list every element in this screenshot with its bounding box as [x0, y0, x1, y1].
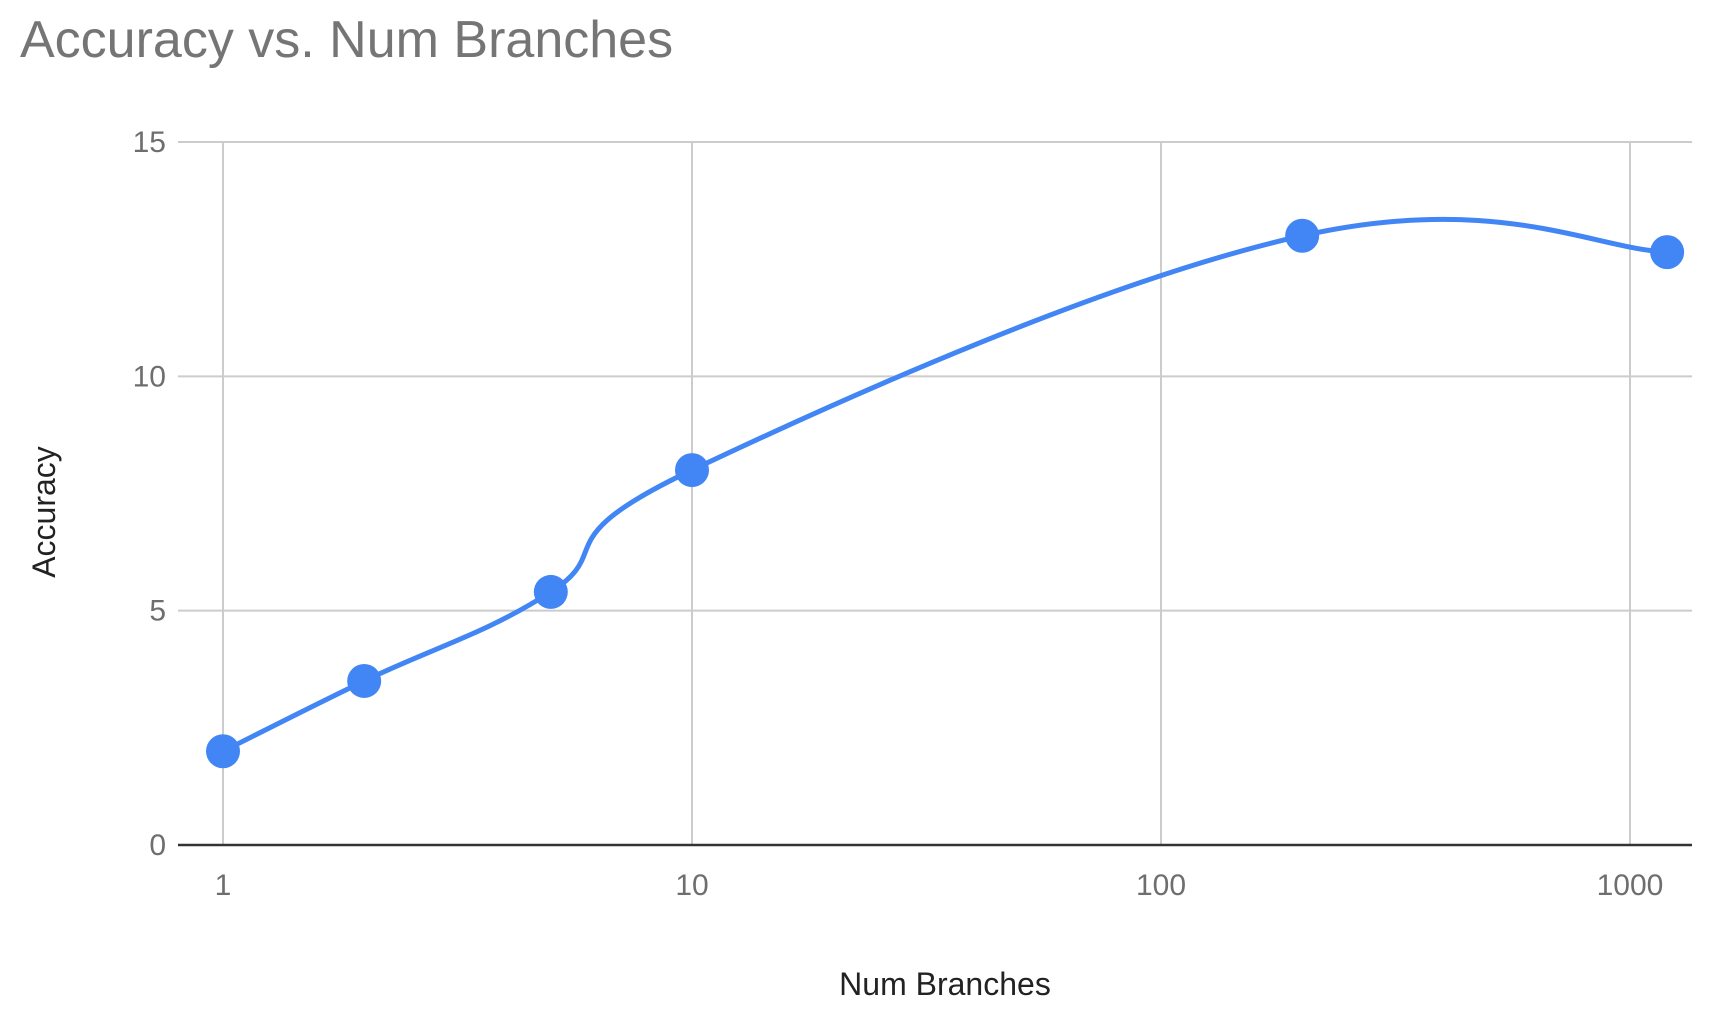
y-tick-labels: 0 5 10 15 [133, 126, 166, 862]
x-tick-labels: 1 10 100 1000 [215, 869, 1664, 902]
data-point [1285, 218, 1320, 253]
y-tick-label: 0 [149, 829, 166, 862]
data-point [1650, 235, 1685, 270]
x-tick-label: 1 [215, 869, 232, 902]
x-tick-label: 1000 [1597, 869, 1664, 902]
y-tick-label: 10 [133, 360, 166, 393]
x-axis-title: Num Branches [839, 966, 1051, 1002]
x-tick-label: 10 [675, 869, 708, 902]
x-tick-label: 100 [1136, 869, 1186, 902]
series-line [220, 216, 1670, 754]
data-point [206, 734, 240, 769]
y-gridlines [178, 141, 1692, 612]
x-gridlines [222, 142, 1631, 845]
series-layer [206, 216, 1685, 769]
y-tick-label: 5 [149, 595, 166, 628]
data-point [675, 453, 709, 488]
y-axis-title: Accuracy [26, 446, 62, 578]
y-tick-label: 15 [133, 126, 166, 159]
data-point [347, 663, 382, 698]
data-point [533, 574, 568, 609]
chart-title: Accuracy vs. Num Branches [20, 11, 674, 69]
